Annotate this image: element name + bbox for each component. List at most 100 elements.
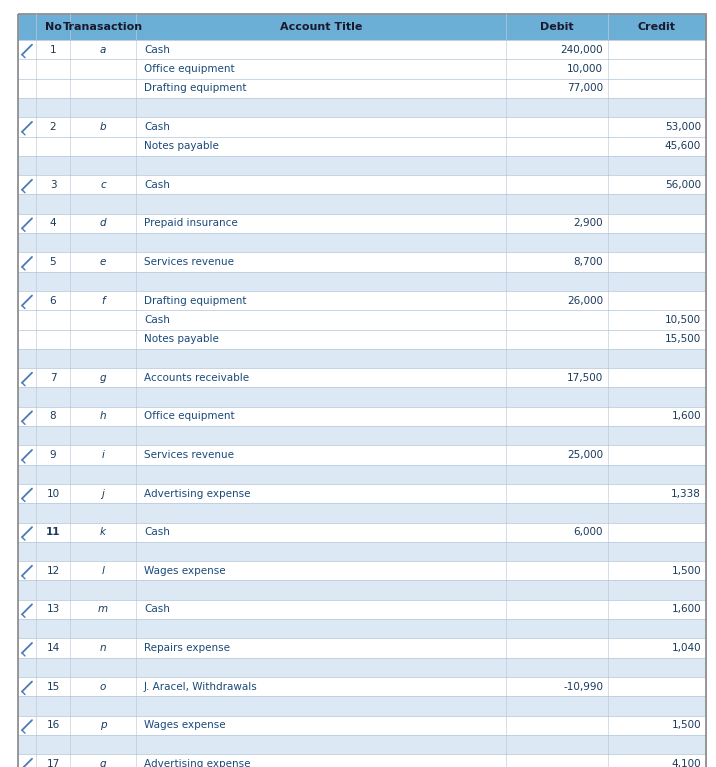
Text: 2,900: 2,900 — [574, 219, 603, 229]
Text: 7: 7 — [49, 373, 57, 383]
Text: -10,990: -10,990 — [563, 682, 603, 692]
Text: 13: 13 — [47, 604, 59, 614]
Bar — [18, 175, 706, 194]
Bar — [18, 310, 706, 330]
Text: 2: 2 — [49, 122, 57, 132]
Bar — [18, 387, 706, 407]
Text: p: p — [100, 720, 106, 730]
Bar — [18, 561, 706, 581]
Text: 6,000: 6,000 — [574, 527, 603, 537]
Bar — [18, 503, 706, 522]
Text: Cash: Cash — [144, 44, 170, 54]
Text: 53,000: 53,000 — [665, 122, 701, 132]
Text: l: l — [102, 566, 105, 576]
Text: Drafting equipment: Drafting equipment — [144, 295, 246, 305]
Bar — [18, 426, 706, 446]
Text: 9: 9 — [49, 450, 57, 460]
Bar — [18, 484, 706, 503]
Text: 1,600: 1,600 — [672, 604, 701, 614]
Text: Account Title: Account Title — [280, 22, 362, 32]
Bar — [18, 407, 706, 426]
Text: 1,600: 1,600 — [672, 411, 701, 421]
Bar — [18, 330, 706, 349]
Text: 10,500: 10,500 — [665, 314, 701, 325]
Text: 8,700: 8,700 — [574, 257, 603, 267]
Text: Debit: Debit — [540, 22, 574, 32]
Text: Advertising expense: Advertising expense — [144, 759, 251, 767]
Bar — [18, 716, 706, 735]
Text: n: n — [100, 643, 106, 653]
Bar — [18, 349, 706, 368]
Text: 1,500: 1,500 — [672, 566, 701, 576]
Text: 4,100: 4,100 — [672, 759, 701, 767]
Text: Notes payable: Notes payable — [144, 141, 219, 151]
Text: Cash: Cash — [144, 179, 170, 189]
Text: 17,500: 17,500 — [567, 373, 603, 383]
Text: Cash: Cash — [144, 604, 170, 614]
Bar — [18, 98, 706, 117]
Text: Office equipment: Office equipment — [144, 411, 235, 421]
Bar — [18, 272, 706, 291]
Text: Prepaid insurance: Prepaid insurance — [144, 219, 238, 229]
Bar — [18, 214, 706, 233]
Bar — [18, 233, 706, 252]
Text: 3: 3 — [49, 179, 57, 189]
Text: d: d — [100, 219, 106, 229]
Bar — [18, 696, 706, 716]
Text: 15: 15 — [47, 682, 59, 692]
Text: Cash: Cash — [144, 122, 170, 132]
Text: Wages expense: Wages expense — [144, 566, 226, 576]
Bar — [18, 677, 706, 696]
Bar — [18, 59, 706, 78]
Text: h: h — [100, 411, 106, 421]
Bar — [18, 137, 706, 156]
Text: 4: 4 — [49, 219, 57, 229]
Text: 45,600: 45,600 — [664, 141, 701, 151]
Bar — [18, 117, 706, 137]
Text: e: e — [100, 257, 106, 267]
Text: 6: 6 — [49, 295, 57, 305]
Text: 11: 11 — [46, 527, 60, 537]
Text: Drafting equipment: Drafting equipment — [144, 84, 246, 94]
Text: 1,338: 1,338 — [671, 489, 701, 499]
Bar — [18, 581, 706, 600]
Text: 10,000: 10,000 — [567, 64, 603, 74]
Text: 1,500: 1,500 — [672, 720, 701, 730]
Text: Repairs expense: Repairs expense — [144, 643, 230, 653]
Text: 240,000: 240,000 — [561, 44, 603, 54]
Bar — [18, 619, 706, 638]
Text: Wages expense: Wages expense — [144, 720, 226, 730]
Text: 10: 10 — [47, 489, 59, 499]
Text: j: j — [102, 489, 105, 499]
Text: Services revenue: Services revenue — [144, 257, 234, 267]
Text: No: No — [44, 22, 62, 32]
Bar — [18, 446, 706, 465]
Text: f: f — [101, 295, 105, 305]
Text: Office equipment: Office equipment — [144, 64, 235, 74]
Text: o: o — [100, 682, 106, 692]
Text: 25,000: 25,000 — [567, 450, 603, 460]
Text: Credit: Credit — [638, 22, 676, 32]
Text: 16: 16 — [47, 720, 59, 730]
Bar — [18, 194, 706, 214]
Text: 26,000: 26,000 — [567, 295, 603, 305]
Text: 17: 17 — [47, 759, 59, 767]
Text: Advertising expense: Advertising expense — [144, 489, 251, 499]
Bar — [18, 14, 706, 40]
Bar — [18, 522, 706, 542]
Text: 12: 12 — [47, 566, 59, 576]
Bar — [18, 368, 706, 387]
Text: Services revenue: Services revenue — [144, 450, 234, 460]
Bar — [18, 735, 706, 754]
Text: 14: 14 — [47, 643, 59, 653]
Text: b: b — [100, 122, 106, 132]
Bar — [18, 542, 706, 561]
Text: 5: 5 — [49, 257, 57, 267]
Bar — [18, 638, 706, 657]
Bar — [18, 657, 706, 677]
Bar — [18, 252, 706, 272]
Text: 77,000: 77,000 — [567, 84, 603, 94]
Bar — [18, 465, 706, 484]
Text: q: q — [100, 759, 106, 767]
Bar — [18, 78, 706, 98]
